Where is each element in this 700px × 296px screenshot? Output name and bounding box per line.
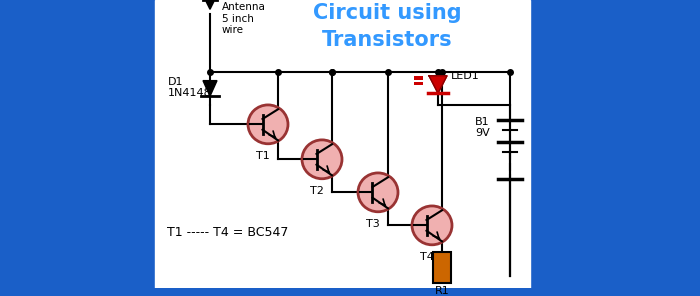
- Text: T2: T2: [310, 186, 324, 196]
- Text: B1
9V: B1 9V: [475, 117, 490, 138]
- Text: Transistors: Transistors: [322, 30, 453, 50]
- Circle shape: [412, 206, 452, 245]
- Text: T1: T1: [256, 151, 270, 160]
- Circle shape: [302, 140, 342, 179]
- Text: T3: T3: [366, 218, 380, 229]
- Text: LED1: LED1: [451, 71, 480, 81]
- Bar: [155, 0, 530, 287]
- Bar: [414, 76, 423, 80]
- Text: Antenna
5 inch
wire: Antenna 5 inch wire: [222, 2, 266, 35]
- Text: R1: R1: [435, 286, 449, 296]
- Text: D1
1N4148: D1 1N4148: [168, 77, 212, 98]
- Polygon shape: [203, 81, 217, 96]
- Circle shape: [248, 105, 288, 144]
- Text: Circuit using: Circuit using: [313, 3, 462, 23]
- Bar: [414, 82, 423, 86]
- Polygon shape: [429, 76, 447, 93]
- Circle shape: [358, 173, 398, 212]
- Bar: [433, 252, 451, 283]
- Text: T1 ----- T4 = BC547: T1 ----- T4 = BC547: [167, 226, 288, 239]
- Text: T4: T4: [420, 252, 434, 262]
